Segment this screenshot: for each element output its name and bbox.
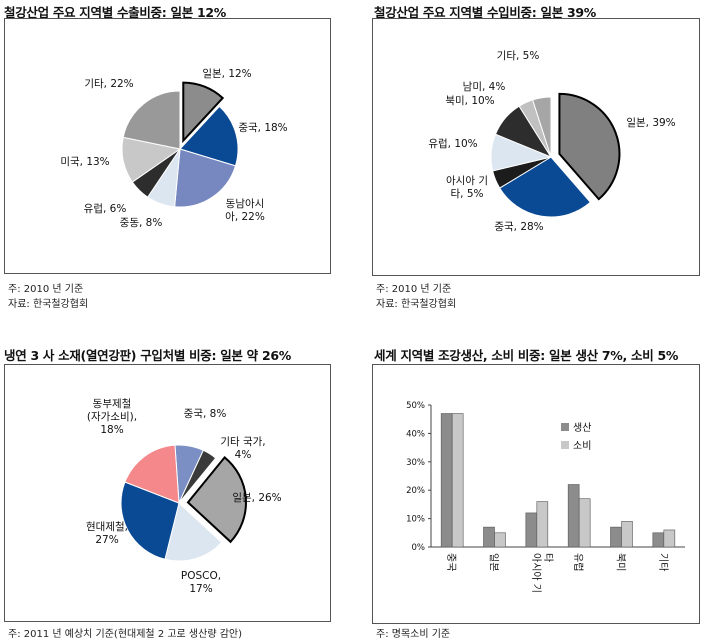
chart4-x-tick-label: 일본	[488, 553, 500, 571]
chart2-slice-label-0: 일본, 39%	[626, 116, 675, 129]
chart4-bar-소비-5	[663, 529, 676, 548]
chart4-bar-소비-3	[578, 498, 591, 548]
chart4-bar-소비-1	[494, 532, 506, 548]
chart2-slice-0	[558, 92, 621, 201]
chart2-slice-label-1: 중국, 28%	[494, 221, 543, 233]
chart4-y-tick-label: 10%	[406, 515, 425, 525]
chart3-title: 냉연 3 사 소재(열연강판) 구입처별 비중: 일본 약 26%	[4, 348, 291, 363]
chart1-slice-label-3: 중동, 8%	[120, 217, 163, 229]
chart4-bar-생산-0	[440, 413, 453, 548]
chart1-slice-label-5: 미국, 13%	[60, 156, 109, 168]
chart3-slice-label-0: 중국, 8%	[184, 408, 227, 420]
chart4-bar-소비-0	[451, 413, 464, 548]
chart3-note: 주: 2011 년 예상치 기준(현대제철 2 고로 생산량 감안)	[8, 629, 243, 640]
chart4-y-tick-label: 0%	[412, 543, 426, 553]
chart4-bar-생산-2	[525, 512, 538, 548]
chart3-slice-2	[186, 456, 247, 544]
chart1-slice-label-0: 일본, 12%	[202, 67, 251, 80]
chart2-source: 자료: 한국철강협회	[376, 299, 457, 310]
chart2-slice-6	[532, 96, 552, 158]
chart3-frame: 중국, 8% 기타 국가, 4% 일본, 26% POSCO, 17% 현대제철, 27% 동부…	[4, 364, 331, 622]
chart2-slice-1	[498, 156, 592, 218]
chart1-frame: 일본, 12% 중국, 18% 동남아시 아, 22% 중동, 8% 유럽, 6% 미국, …	[4, 18, 331, 274]
chart4-x-tick-label: 기타	[657, 553, 669, 571]
chart4-x-tick-label: 북미	[615, 553, 627, 571]
chart4-bar-생산-5	[652, 532, 665, 548]
chart4-bar-소비-2	[536, 501, 549, 548]
chart3-slice-label-1: 기타 국가, 4%	[220, 436, 265, 461]
chart4-y-tick-label: 50%	[406, 401, 425, 411]
chart3-slice-1	[178, 449, 217, 504]
chart3-slice-label-2: 일본, 26%	[232, 491, 281, 504]
chart3-slice-5	[124, 444, 180, 504]
chart4-legend-swatch-1	[561, 441, 569, 449]
chart2-slice-label-3: 유럽, 10%	[428, 137, 477, 150]
chart4-bar-생산-3	[567, 484, 580, 548]
chart4-bar-생산-1	[483, 526, 495, 548]
chart4-bar-소비-4	[621, 521, 633, 548]
chart3-slice-3	[164, 502, 223, 562]
chart4-x-tick-label: 중국	[445, 553, 457, 571]
chart3-pie: 중국, 8% 기타 국가, 4% 일본, 26% POSCO, 17% 현대제철, 27% 동부…	[86, 398, 282, 595]
chart4-title: 세계 지역별 조강생산, 소비 비중: 일본 생산 7%, 소비 5%	[374, 348, 679, 363]
chart3-slice-label-3: POSCO, 17%	[181, 570, 221, 595]
chart4-note: 주: 명목소비 기준	[376, 629, 451, 640]
chart1-slice-label-4: 유럽, 6%	[84, 202, 127, 215]
chart3-slice-label-5: 동부제철 (자가소비), 18%	[87, 398, 137, 436]
chart1-slice-label-6: 기타, 22%	[84, 78, 133, 90]
chart4-legend-label-1: 소비	[573, 440, 591, 452]
chart1-slice-label-2: 동남아시 아, 22%	[225, 198, 265, 223]
chart3-slice-label-4: 현대제철, 27%	[86, 521, 128, 546]
chart4-x-tick-label: 아시아 기타	[530, 553, 554, 593]
chart2-slice-label-5: 남미, 4%	[463, 81, 506, 93]
chart1-slice-6	[122, 90, 181, 150]
chart1-slice-2	[174, 148, 237, 208]
chart1-slice-1	[179, 105, 239, 167]
chart1-note: 주: 2010 년 기준	[8, 284, 84, 295]
chart2-slice-label-2: 아시아 기 타, 5%	[446, 175, 488, 200]
chart4-x-tick-label: 유럽	[572, 553, 584, 571]
chart2-pie: 일본, 39% 중국, 28% 아시아 기 타, 5% 유럽, 10% 북미, 10% 남미…	[428, 50, 675, 233]
chart2-slice-label-6: 기타, 5%	[497, 50, 540, 62]
chart4-bar-생산-4	[610, 526, 622, 548]
chart4-legend-label-0: 생산	[573, 422, 591, 434]
chart3-slice-4	[120, 481, 180, 560]
chart2-slice-label-4: 북미, 10%	[445, 95, 494, 107]
chart4-y-tick-label: 20%	[406, 486, 425, 496]
chart2-title: 철강산업 주요 지역별 수입비중: 일본 39%	[374, 5, 596, 20]
chart4-legend-swatch-0	[561, 423, 569, 431]
chart4-y-tick-label: 40%	[406, 429, 425, 439]
chart1-pie: 일본, 12% 중국, 18% 동남아시 아, 22% 중동, 8% 유럽, 6% 미국, …	[60, 67, 287, 229]
chart1-source: 자료: 한국철강협회	[8, 299, 89, 310]
chart2-note: 주: 2010 년 기준	[376, 284, 452, 295]
chart1-title: 철강산업 주요 지역별 수출비중: 일본 12%	[4, 5, 226, 20]
chart4-y-tick-label: 30%	[406, 458, 425, 468]
chart2-frame: 일본, 39% 중국, 28% 아시아 기 타, 5% 유럽, 10% 북미, 10% 남미…	[372, 18, 700, 276]
chart1-slice-label-1: 중국, 18%	[238, 122, 287, 134]
chart1-slice-0	[182, 81, 225, 144]
